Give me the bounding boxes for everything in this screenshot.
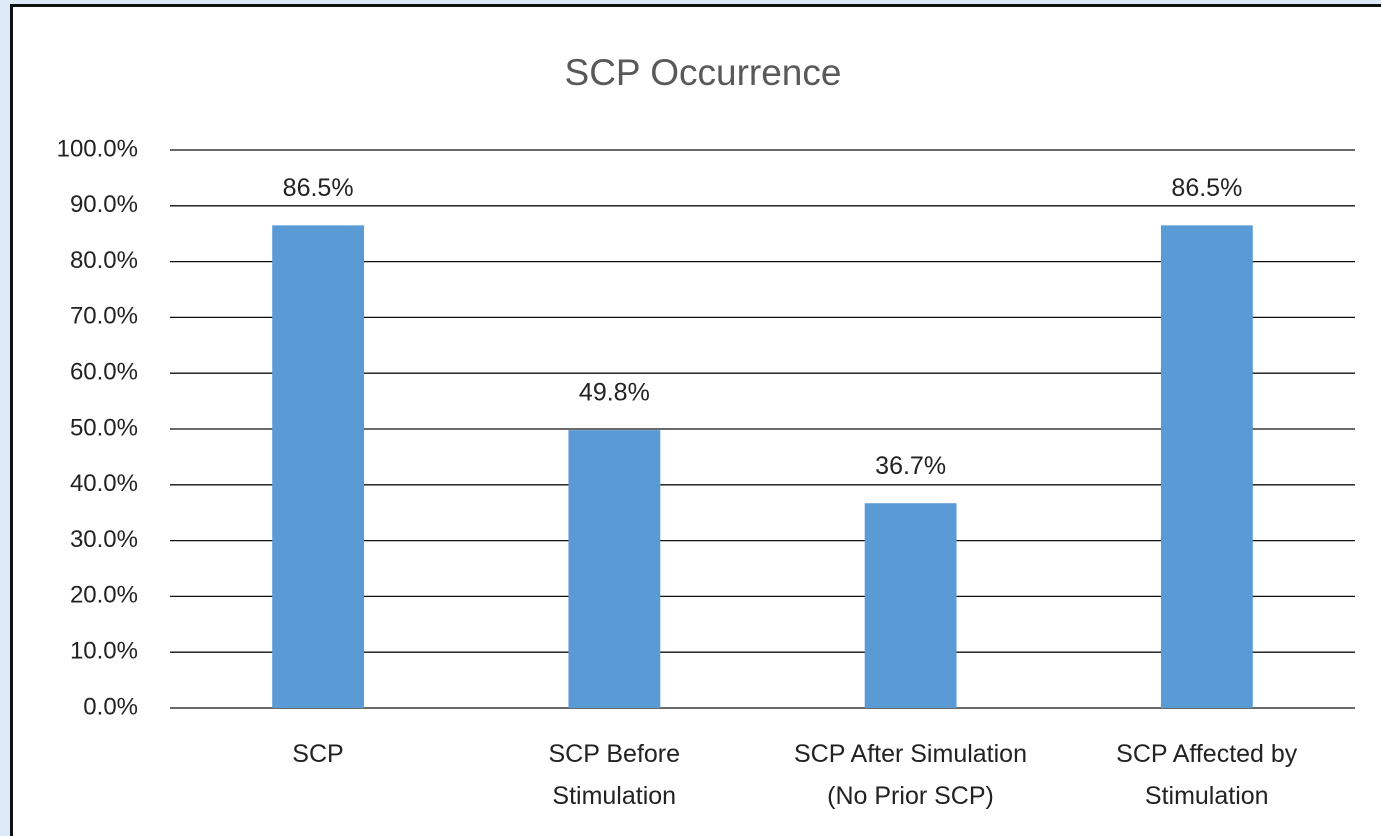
y-tick-label: 20.0% xyxy=(70,582,138,609)
data-label: 49.8% xyxy=(579,379,650,407)
y-tick-label: 70.0% xyxy=(70,303,138,330)
x-tick-label: SCP Before Stimulation xyxy=(548,740,681,810)
y-tick-label: 90.0% xyxy=(70,191,138,218)
bar xyxy=(568,430,661,708)
chart-frame xyxy=(10,4,1381,836)
data-label: 86.5% xyxy=(1171,174,1242,202)
y-tick-label: 10.0% xyxy=(70,638,138,665)
y-tick-label: 60.0% xyxy=(70,359,138,386)
x-tick-label: SCP Affected by Stimulation xyxy=(1116,740,1298,810)
x-tick-label: SCP xyxy=(292,740,344,768)
bar xyxy=(272,225,365,708)
bar xyxy=(1160,225,1253,708)
data-label: 86.5% xyxy=(283,174,354,202)
bar xyxy=(864,503,957,708)
y-tick-label: 30.0% xyxy=(70,526,138,553)
x-tick-label: SCP After Simulation (No Prior SCP) xyxy=(794,740,1027,810)
y-tick-label: 80.0% xyxy=(70,247,138,274)
y-tick-label: 0.0% xyxy=(83,693,138,720)
y-tick-label: 40.0% xyxy=(70,470,138,497)
data-label: 36.7% xyxy=(875,452,946,480)
y-tick-label: 50.0% xyxy=(70,414,138,441)
y-tick-label: 100.0% xyxy=(57,135,138,162)
chart-title: SCP Occurrence xyxy=(565,52,842,93)
